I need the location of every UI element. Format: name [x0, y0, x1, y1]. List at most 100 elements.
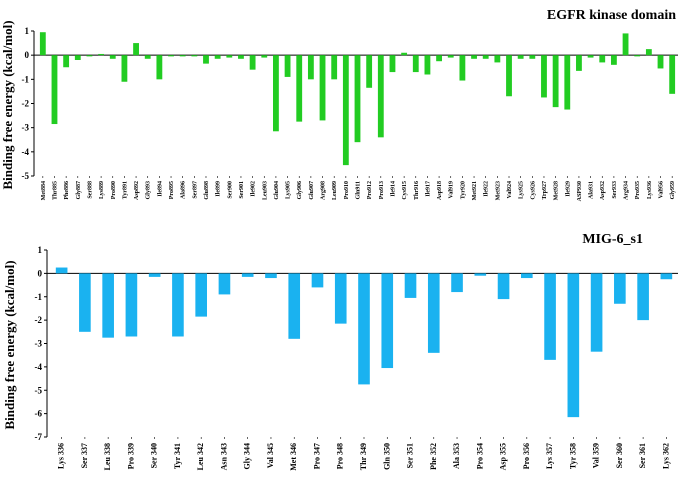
bar-ser901 [238, 55, 244, 59]
bar-val924 [506, 55, 512, 97]
x-tick-label: Ala 353 [452, 443, 461, 469]
x-tick-label: Thr885 [52, 181, 58, 200]
x-tick-label: Gly887 [76, 181, 82, 199]
bar-ser897 [191, 55, 198, 57]
bar-ser337 [79, 273, 91, 332]
x-tick-label: Ile929 [565, 181, 571, 197]
bar-lys362 [660, 273, 673, 280]
y-tick-label: -4 [35, 362, 43, 372]
x-tick-label: Lys925 [519, 181, 525, 199]
bar-lys925 [517, 55, 524, 59]
bar-lys936 [645, 49, 652, 56]
x-tick-label: Ser 351 [406, 443, 415, 468]
bar-gln911 [354, 55, 361, 143]
x-tick-label: Val956 [659, 181, 665, 198]
y-tick-label: 1 [38, 245, 43, 255]
x-tick-label: Pro 356 [522, 443, 531, 469]
bar-met346 [288, 273, 301, 339]
x-tick-label: Ile922 [484, 181, 490, 197]
bar-ser888 [86, 55, 93, 57]
x-tick-label: Gly893 [146, 181, 152, 199]
bar-leu903 [261, 55, 268, 58]
bar-phe886 [63, 55, 70, 68]
bar-val956 [657, 55, 664, 69]
x-tick-label: Tyr920 [460, 181, 466, 199]
x-tick-label: Gln 350 [382, 443, 391, 470]
x-tick-label: Phe 352 [429, 443, 438, 470]
x-tick-label: Glu898 [204, 181, 210, 200]
bar-gly344 [241, 273, 254, 277]
chart-title: EGFR kinase domain [547, 8, 676, 23]
bar-tyr891 [121, 55, 128, 82]
x-tick-label: Gly 344 [243, 443, 252, 469]
bar-glu907 [307, 55, 314, 80]
bar-met928 [552, 55, 559, 108]
x-tick-label: Asp918 [437, 181, 443, 200]
bar-phe352 [427, 273, 440, 353]
y-tick-label: -2 [22, 99, 30, 109]
x-tick-label: Ser888 [87, 181, 93, 199]
x-tick-label: Tyr891 [122, 181, 128, 199]
x-tick-label: Trp927 [542, 181, 548, 200]
bar-asp355 [497, 273, 510, 300]
x-tick-label: Lys889 [99, 181, 105, 199]
x-tick-label: Pro912 [367, 181, 373, 199]
x-tick-label: Tyr 341 [173, 443, 182, 469]
bar-asn343 [218, 273, 231, 295]
x-tick-label: Asp932 [600, 181, 606, 200]
x-tick-label: Ser901 [239, 181, 245, 199]
x-tick-label: Ile902 [251, 181, 257, 197]
x-tick-label: Val 345 [266, 443, 275, 468]
bar-leu338 [102, 273, 114, 338]
bar-met921 [471, 55, 477, 59]
x-tick-label: Met923 [495, 181, 501, 200]
x-tick-label: Met884 [41, 181, 47, 200]
x-tick-label: Gln911 [356, 181, 362, 199]
bar-ile917 [424, 55, 431, 75]
bar-val919 [447, 55, 454, 58]
x-tick-label: Val919 [449, 181, 455, 198]
bar-glu898 [203, 55, 209, 64]
x-tick-label: Arg908 [321, 181, 327, 200]
bar-ile922 [482, 55, 489, 59]
bar-ile929 [564, 55, 571, 110]
bar-pro912 [366, 55, 373, 88]
bar-cys926 [529, 55, 536, 59]
x-tick-label: Asp892 [134, 181, 140, 200]
chart-title: MIG-6_s1 [582, 232, 643, 247]
bar-ala931 [587, 55, 594, 58]
x-tick-label: Pro910 [344, 181, 350, 199]
x-tick-label: Pro935 [635, 181, 641, 199]
x-tick-label: Leu 342 [196, 443, 205, 470]
y-axis-label: Binding free energy (kcal/mol) [2, 260, 17, 429]
x-tick-label: Met921 [472, 181, 478, 200]
bar-arg934 [622, 33, 629, 56]
x-tick-label: Lys 336 [57, 443, 66, 469]
x-tick-label: Lys 362 [661, 443, 670, 469]
x-tick-label: Met 346 [289, 443, 298, 471]
x-tick-label: Pro 347 [312, 443, 321, 469]
x-tick-label: Leu909 [332, 181, 338, 200]
bar-thr885 [51, 55, 58, 125]
bar-ile914 [389, 55, 396, 73]
bar-arg908 [319, 55, 326, 121]
y-tick-label: 0 [25, 50, 30, 60]
x-tick-label: Ser 337 [80, 443, 89, 468]
bar-gly906 [296, 55, 303, 122]
x-tick-label: Glu907 [309, 181, 315, 200]
bar-ile899 [214, 55, 221, 59]
bar-ala896 [179, 55, 186, 57]
bar-asp892 [133, 43, 139, 56]
x-tick-label: Phe886 [64, 181, 70, 200]
bar-pro895 [168, 55, 174, 57]
bar-ser933 [610, 55, 617, 65]
x-tick-label: Leu 338 [103, 443, 112, 470]
mig6-chart-panel: MIG-6_s1 Binding free energy (kcal/mol) 1 0… [2, 232, 678, 471]
bar-lys889 [98, 53, 105, 56]
x-tick-label: Pro 354 [475, 443, 484, 469]
bar-gly893 [144, 55, 151, 59]
y-tick-label: -2 [35, 315, 43, 325]
bar-lys905 [284, 55, 291, 77]
bar-tyr920 [459, 55, 466, 81]
